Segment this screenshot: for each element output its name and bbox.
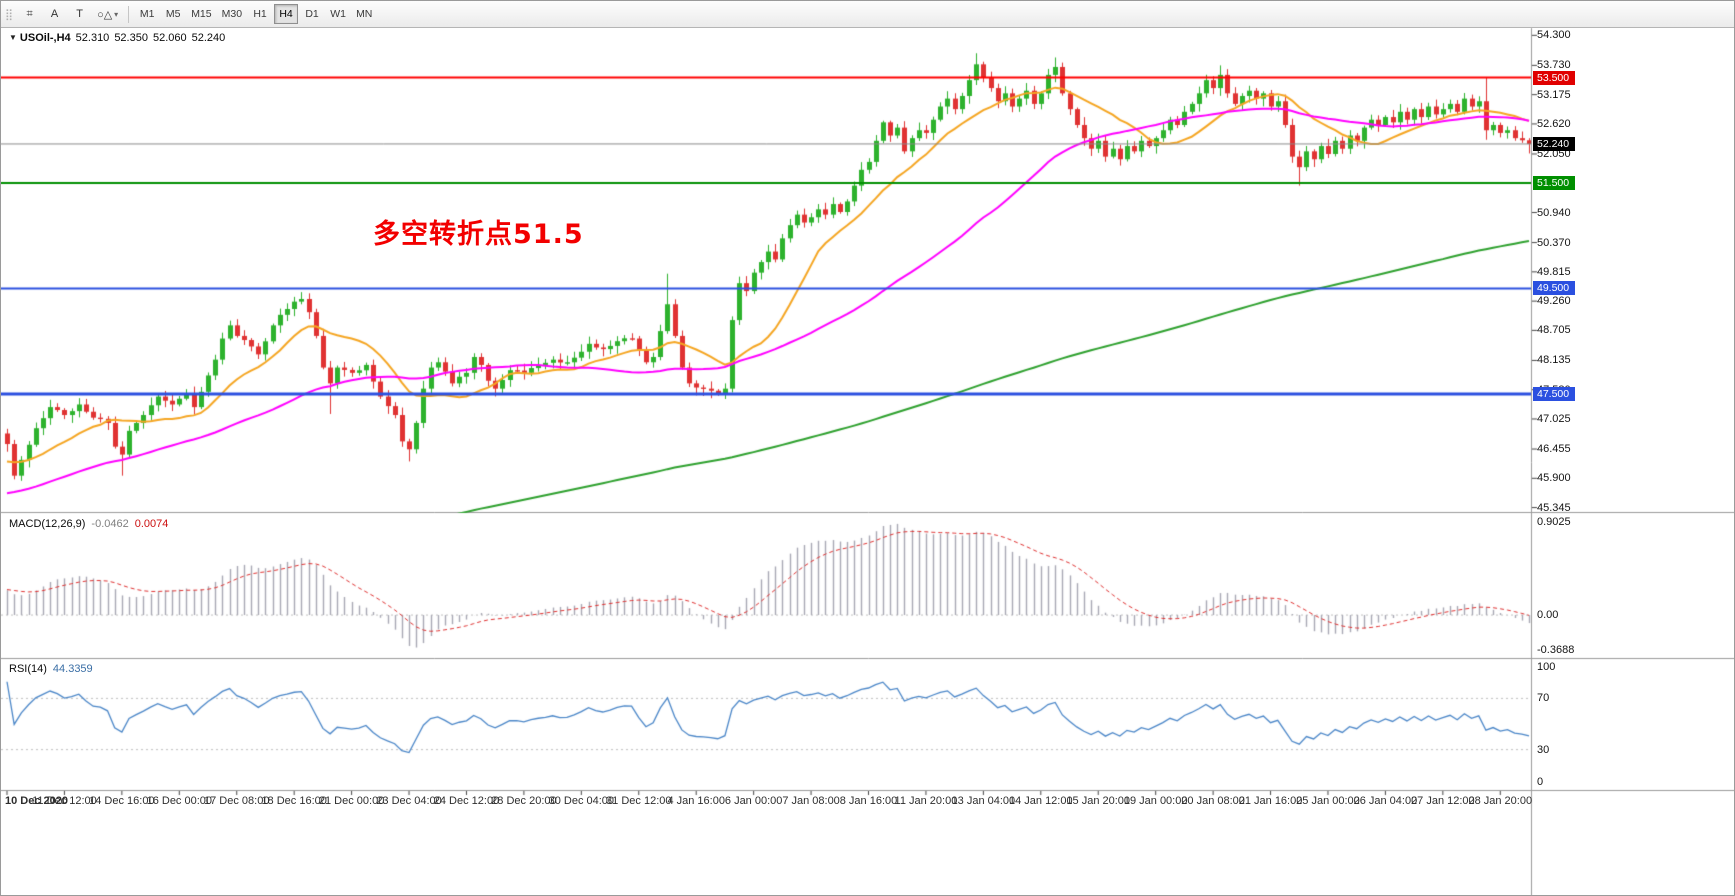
price-tick-label: 50.370 (1537, 236, 1571, 249)
timeframe-button-d1[interactable]: D1 (305, 8, 319, 20)
price-badge-51.500: 51.500 (1533, 175, 1576, 190)
rsi-header: RSI(14) 44.3359 (9, 663, 93, 675)
time-axis-label: 18 Dec 16:00 (261, 795, 327, 807)
time-axis-label: 11 Dec 12:00 (32, 795, 97, 807)
toolbar-separator (128, 5, 130, 23)
time-axis-label: 15 Jan 20:00 (1066, 795, 1131, 807)
macd-label: MACD(12,26,9) (9, 518, 86, 530)
time-axis-label: 30 Dec 04:00 (548, 795, 615, 807)
time-axis-label: 26 Jan 04:00 (1353, 795, 1418, 807)
time-axis-label: 28 Dec 20:00 (491, 795, 557, 807)
time-axis-label: 21 Dec 00:00 (318, 795, 385, 807)
price-tick-label: 52.620 (1537, 117, 1571, 130)
time-axis-label: 17 Dec 08:00 (204, 795, 270, 807)
rsi-axis-label: 70 (1537, 692, 1550, 705)
price-tick-label: 48.705 (1537, 324, 1571, 337)
time-axis-label: 4 Jan 16:00 (667, 795, 725, 807)
timeframe-button-h4[interactable]: H4 (274, 4, 299, 24)
time-axis-label: 7 Jan 08:00 (782, 795, 840, 807)
ohlc-high: 52.350 (114, 32, 148, 44)
timeframe-button-h1[interactable]: H1 (253, 8, 267, 20)
price-tick-label: 49.260 (1537, 295, 1571, 308)
macd-main-value: -0.0462 (91, 518, 129, 530)
timeframe-button-m30[interactable]: M30 (221, 8, 243, 20)
price-badge-49.500: 49.500 (1533, 281, 1576, 296)
time-axis-label: 16 Dec 00:00 (146, 795, 213, 807)
price-tick-label: 45.345 (1537, 501, 1571, 514)
macd-axis-label: -0.3688 (1537, 644, 1575, 656)
time-axis-label: 11 Jan 20:00 (894, 795, 958, 807)
time-axis-label: 10 Dec 2020 (5, 795, 68, 807)
time-axis-label: 13 Jan 04:00 (951, 795, 1016, 807)
price-tick-label: 48.135 (1537, 354, 1571, 367)
price-tick-label: 50.940 (1537, 206, 1571, 219)
time-axis-label: 28 Jan 20:00 (1468, 795, 1533, 807)
ohlc-close: 52.240 (191, 32, 226, 44)
ohlc-open: 52.310 (75, 32, 110, 44)
timeframe-button-w1[interactable]: W1 (330, 8, 346, 20)
label-tool-button[interactable]: A (50, 8, 59, 20)
price-badge-53.500: 53.500 (1533, 70, 1576, 85)
rsi-value: 44.3359 (52, 663, 93, 675)
grid-tool-button[interactable]: ⌗ (26, 7, 33, 20)
shapes-tool-button[interactable]: ○△ ▾ (97, 8, 119, 21)
time-axis-label: 8 Jan 16:00 (839, 795, 898, 807)
price-tick-label: 46.455 (1537, 443, 1571, 456)
ohlc-low: 52.060 (152, 32, 187, 44)
time-axis-label: 24 Dec 12:00 (433, 795, 500, 807)
toolbar: ⣿ ⌗ A T ○△ ▾ M1 M5 M15 M30 H1 H4 D1 W1 MN (1, 1, 1734, 28)
time-axis-label: 23 Dec 04:00 (376, 795, 442, 807)
chart-annotation-text[interactable]: 多空转折点51.5 (373, 219, 584, 250)
time-axis-label: 25 Jan 00:00 (1296, 795, 1360, 807)
price-badge-47.500: 47.500 (1533, 386, 1576, 401)
macd-axis-label: 0.9025 (1537, 516, 1571, 529)
price-tick-label: 49.815 (1537, 265, 1571, 278)
macd-axis-label: 0.00 (1537, 609, 1559, 622)
macd-header: MACD(12,26,9) -0.0462 0.0074 (9, 518, 168, 530)
rsi-label: RSI(14) (9, 663, 47, 675)
dropdown-caret-icon: ▾ (114, 9, 119, 19)
chart-header: ▼ USOil-,H4 52.310 52.350 52.060 52.240 (9, 32, 225, 44)
timeframe-button-mn[interactable]: MN (356, 8, 373, 20)
time-axis-label: 19 Jan 00:00 (1123, 795, 1188, 807)
timeframe-button-m1[interactable]: M1 (139, 8, 155, 20)
timeframe-bar: M1 M5 M15 M30 H1 H4 D1 W1 MN (134, 4, 377, 24)
rsi-axis-label: 100 (1537, 661, 1556, 673)
symbol-dropdown-icon[interactable]: ▼ (9, 33, 17, 42)
price-tick-label: 54.300 (1537, 29, 1571, 42)
time-axis-label: 6 Jan 00:00 (724, 795, 783, 807)
drawing-tools-group: ⌗ A T ○△ ▾ (17, 4, 123, 25)
price-tick-label: 45.900 (1537, 472, 1571, 485)
price-tick-label: 47.025 (1537, 412, 1571, 425)
symbol-label: USOil-,H4 (19, 32, 71, 44)
time-axis-label: 20 Jan 08:00 (1181, 795, 1245, 807)
toolbar-drag-handle-icon[interactable]: ⣿ (5, 8, 14, 21)
macd-signal-value: 0.0074 (134, 518, 169, 530)
time-axis-label: 14 Dec 16:00 (89, 795, 155, 807)
time-axis-label: 14 Jan 12:00 (1008, 795, 1073, 807)
time-axis-label: 27 Jan 12:00 (1411, 795, 1475, 807)
time-axis-label: 21 Jan 16:00 (1238, 795, 1303, 807)
price-tick-label: 53.730 (1537, 59, 1571, 72)
price-tick-label: 53.175 (1537, 88, 1571, 101)
rsi-axis-label: 0 (1537, 776, 1544, 788)
rsi-axis-label: 30 (1537, 743, 1550, 756)
time-axis-label: 31 Dec 12:00 (606, 795, 672, 807)
price-badge-52.240: 52.240 (1533, 136, 1576, 151)
text-tool-button[interactable]: T (76, 8, 83, 20)
timeframe-button-m5[interactable]: M5 (165, 8, 181, 20)
timeframe-button-m15[interactable]: M15 (191, 8, 212, 20)
price-tick-label: 52.050 (1537, 147, 1571, 160)
